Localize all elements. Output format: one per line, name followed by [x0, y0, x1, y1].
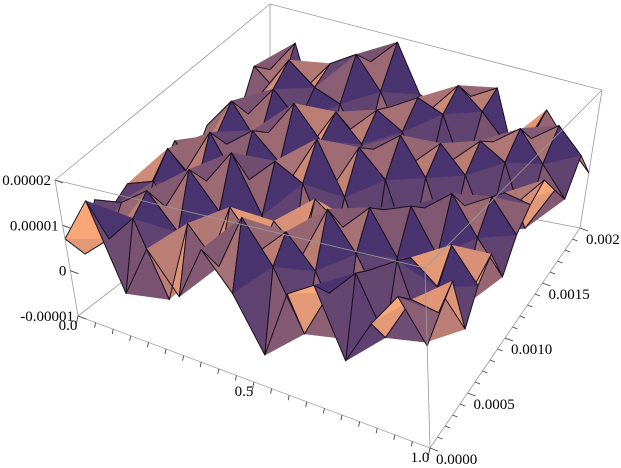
x-minor-tick [164, 348, 167, 355]
x-minor-tick [375, 428, 378, 434]
x-minor-tick [111, 329, 114, 335]
x-minor-tick [217, 368, 220, 374]
y-minor-tick [497, 348, 503, 352]
y-tick-mark [467, 392, 476, 397]
x-minor-tick [146, 342, 149, 348]
box-edge-front-3 [424, 267, 431, 449]
y-tick-mark [579, 227, 589, 232]
y-minor-tick [572, 238, 578, 242]
x-minor-tick [322, 408, 325, 414]
x-minor-tick [129, 335, 132, 341]
axes: 0.0 0.5 1.0 0.0000 0.0005 0.0010 0.0015 0.002 0.… [2, 173, 620, 468]
z-tick-mark [70, 270, 79, 275]
y-minor-tick [512, 326, 518, 330]
z-tick-mark [54, 179, 64, 184]
x-minor-tick [358, 421, 361, 427]
y-tick-label: 0.0015 [549, 287, 590, 303]
y-minor-tick [482, 370, 488, 374]
x-tick-label: 1.0 [411, 450, 430, 466]
x-minor-tick [182, 355, 185, 361]
y-minor-tick [459, 403, 466, 407]
x-tick-label: 0.0 [59, 318, 78, 334]
x-minor-tick [234, 375, 237, 381]
y-minor-tick [489, 359, 496, 363]
box-edge-front-2 [54, 179, 79, 317]
x-tick-mark [75, 315, 79, 326]
y-tick-mark [504, 337, 514, 342]
z-tick-label: -0.00001 [20, 309, 74, 325]
x-minor-tick [305, 401, 308, 407]
y-minor-tick [437, 436, 443, 440]
box-edge-front-5 [424, 89, 603, 269]
x-minor-tick [94, 322, 97, 328]
box-edge-back-1 [269, 3, 603, 91]
surface-mesh [64, 41, 590, 362]
y-tick-mark [542, 282, 551, 287]
x-tick-mark [251, 381, 255, 392]
y-tick-label: 0.0000 [436, 452, 477, 468]
z-tick-label: 0.00002 [2, 173, 51, 189]
box-edge-back-4 [579, 89, 603, 229]
box-edge-back-0 [54, 3, 271, 181]
z-tick-mark [62, 224, 71, 229]
x-minor-tick [393, 434, 396, 440]
y-tick-mark [429, 447, 439, 452]
y-tick-label: 0.0005 [474, 397, 515, 413]
y-minor-tick [474, 381, 481, 385]
y-tick-label: 0.0010 [511, 342, 552, 358]
y-minor-tick [557, 260, 563, 264]
y-tick-label: 0.002 [586, 232, 620, 248]
x-minor-tick [340, 414, 343, 421]
y-minor-tick [452, 414, 458, 418]
y-minor-tick [534, 293, 541, 297]
x-minor-tick [270, 388, 273, 394]
z-tick-mark [77, 315, 87, 320]
y-minor-tick [549, 271, 556, 275]
y-minor-tick [444, 425, 451, 429]
z-tick-label: 0 [59, 264, 67, 280]
z-tick-label: 0.00001 [10, 218, 59, 234]
x-minor-tick [410, 441, 413, 447]
y-minor-tick [519, 315, 526, 319]
x-minor-tick [199, 362, 202, 368]
box-edge-front-4 [54, 179, 426, 269]
x-minor-tick [287, 395, 290, 401]
x-tick-mark [427, 447, 431, 458]
x-tick-label: 0.5 [235, 384, 254, 400]
mesh-line [397, 296, 441, 347]
y-minor-tick [564, 249, 571, 253]
surface-facet [64, 238, 110, 255]
y-minor-tick [527, 304, 533, 308]
